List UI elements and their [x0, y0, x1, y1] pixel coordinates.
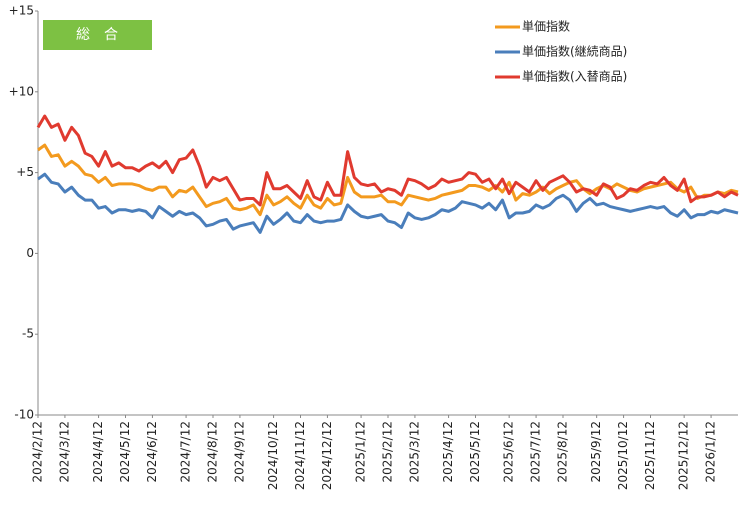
x-tick-label: 2025/6/12: [502, 421, 516, 483]
legend-label: 単価指数(入替商品): [522, 69, 627, 84]
x-tick-label: 2025/8/12: [556, 421, 570, 483]
x-tick-label: 2024/12/12: [320, 421, 334, 490]
x-tick-label: 2025/2/12: [381, 421, 395, 483]
x-tick-label: 2026/1/12: [704, 421, 718, 483]
series-line: [37, 172, 739, 234]
y-tick-label: +10: [9, 84, 34, 98]
x-tick-label: 2024/8/12: [206, 421, 220, 483]
legend-label: 単価指数(継続商品): [522, 44, 627, 59]
y-tick-label: -5: [22, 327, 34, 341]
y-tick-label: +15: [9, 4, 34, 18]
x-tick-label: 2024/2/12: [31, 421, 45, 483]
x-tick-label: 2024/5/12: [118, 421, 132, 483]
x-tick-label: 2025/7/12: [529, 421, 543, 483]
x-tick-label: 2024/7/12: [179, 421, 193, 483]
x-tick-label: 2024/9/12: [232, 421, 246, 483]
x-tick-label: 2025/5/12: [468, 421, 482, 483]
x-tick-label: 2025/3/12: [407, 421, 421, 483]
x-tick-label: 2024/3/12: [57, 421, 71, 483]
x-tick-label: 2024/11/12: [293, 421, 307, 490]
series-line: [37, 143, 739, 217]
annotation: 総 合: [76, 27, 118, 43]
x-tick-label: 2025/4/12: [441, 421, 455, 483]
x-tick-label: 2025/1/12: [354, 421, 368, 483]
x-tick-label: 2025/9/12: [589, 421, 603, 483]
x-tick-label: 2025/12/12: [677, 421, 691, 490]
y-tick-label: +5: [16, 165, 34, 179]
x-tick-label: 2025/10/12: [616, 421, 630, 490]
legend-label: 単価指数: [522, 19, 570, 34]
x-tick-label: 2024/10/12: [266, 421, 280, 490]
x-tick-label: 2025/11/12: [643, 421, 657, 490]
y-tick-label: 0: [26, 246, 34, 260]
x-tick-label: 2024/6/12: [145, 421, 159, 483]
y-tick-label: -10: [14, 408, 34, 422]
x-tick-label: 2024/4/12: [91, 421, 105, 483]
series-line: [36, 114, 739, 207]
annotation-box: [43, 20, 152, 50]
